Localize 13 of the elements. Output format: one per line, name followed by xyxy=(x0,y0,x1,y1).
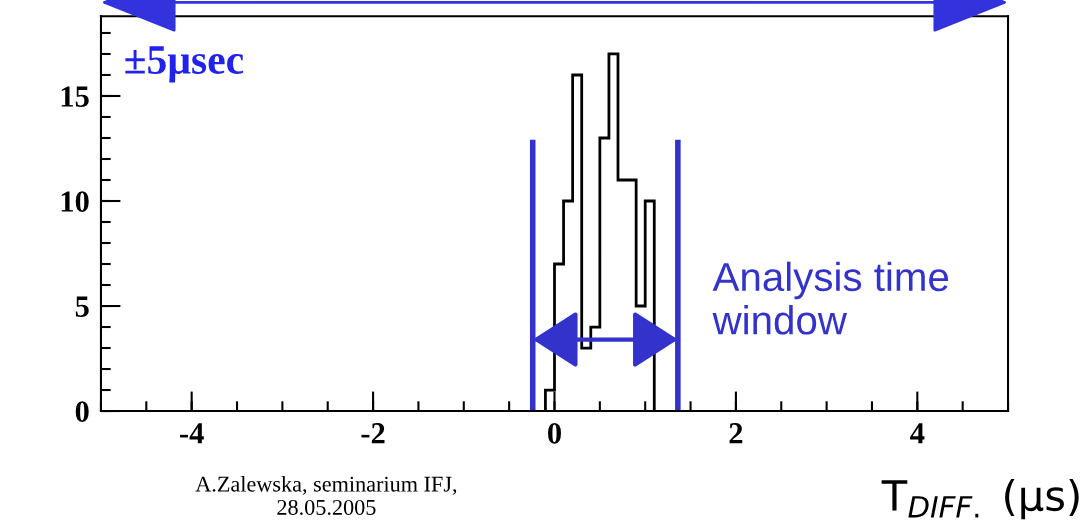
x-tick-label: -2 xyxy=(361,423,385,444)
x-tick-label: -4 xyxy=(180,423,204,444)
y-tick-label: 0 xyxy=(75,401,89,422)
x-tick-label: 4 xyxy=(910,423,925,444)
annotation: Analysis time window xyxy=(712,261,949,335)
text: A.Zalewska, seminarium IFJ, 28.05.2005 xyxy=(195,476,457,515)
annotation: ±5μsec xyxy=(125,46,244,83)
y-tick-label: 10 xyxy=(61,191,89,212)
x-axis-title: T$_{DIFF.}$ (μs) xyxy=(881,478,1079,520)
y-tick-label: 5 xyxy=(75,296,89,317)
x-tick-label: 0 xyxy=(548,423,561,444)
x-tick-label: 2 xyxy=(729,423,743,444)
y-tick-label: 15 xyxy=(61,86,89,107)
